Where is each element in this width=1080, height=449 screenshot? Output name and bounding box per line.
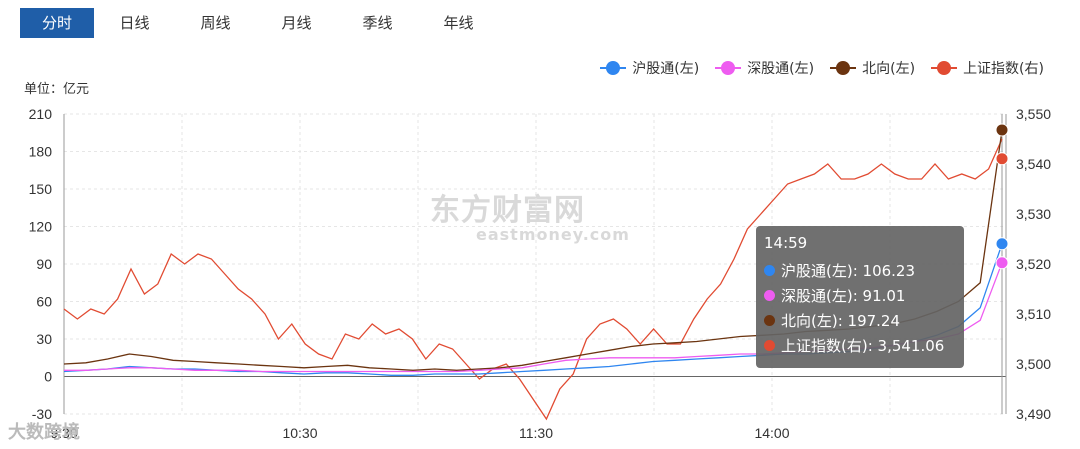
corner-watermark: 大数跨境	[8, 422, 80, 443]
watermark-en: eastmoney.com	[476, 225, 630, 244]
x-tick-label: 14:00	[754, 425, 789, 441]
y-right-tick-label: 3,520	[1016, 256, 1051, 272]
watermark: 东方财富网 eastmoney.com	[430, 185, 630, 244]
y-right-tick-label: 3,540	[1016, 156, 1051, 172]
unit-label: 单位：亿元	[24, 82, 90, 97]
tooltip-value: 深股通(左): 91.01	[781, 287, 906, 305]
x-tick-label: 9:30	[50, 425, 77, 441]
tooltip-value: 北向(左): 197.24	[781, 312, 901, 330]
legend-marker-icon	[715, 61, 742, 75]
legend-marker-icon	[830, 61, 857, 75]
legend-label: 深股通(左)	[747, 61, 815, 77]
tooltip: 14:59 沪股通(左): 106.23 深股通(左): 91.01 北向(左): …	[756, 226, 964, 368]
legend-item-1[interactable]: 深股通(左)	[715, 58, 814, 78]
tooltip-row: 上证指数(右): 3,541.06	[764, 333, 956, 358]
y-right-tick-label: 3,500	[1016, 356, 1051, 372]
tab-5[interactable]: 年线	[443, 14, 474, 32]
y-right-tick-label: 3,530	[1016, 206, 1051, 222]
y-left-tick-label: 180	[29, 144, 53, 160]
tooltip-value: 上证指数(右): 3,541.06	[781, 337, 945, 355]
tooltip-value: 沪股通(左): 106.23	[781, 262, 916, 280]
tab-0[interactable]: 分时	[20, 8, 94, 38]
legend-label: 北向(左)	[862, 61, 916, 77]
dot-icon	[764, 265, 775, 276]
tooltip-row: 沪股通(左): 106.23	[764, 258, 956, 283]
x-tick-label: 10:30	[282, 425, 317, 441]
tab-3[interactable]: 月线	[281, 14, 312, 32]
period-tabs: 分时 日线 周线 月线 季线 年线	[20, 8, 499, 38]
dot-icon	[764, 315, 775, 326]
legend-item-3[interactable]: 上证指数(右)	[931, 58, 1044, 78]
dot-icon	[764, 290, 775, 301]
tooltip-row: 北向(左): 197.24	[764, 308, 956, 333]
series-line-0	[63, 138, 1003, 421]
y-right-tick-label: 3,490	[1016, 406, 1051, 422]
y-left-tick-label: -30	[32, 406, 52, 422]
y-left-tick-label: 60	[36, 294, 52, 310]
legend-item-0[interactable]: 沪股通(左)	[600, 58, 699, 78]
series-end-marker	[995, 152, 1009, 166]
legend-label: 沪股通(左)	[632, 61, 700, 77]
x-tick-label: 11:30	[519, 425, 553, 441]
y-left-tick-label: 90	[36, 256, 52, 272]
legend-marker-icon	[600, 61, 627, 75]
tab-1[interactable]: 日线	[119, 14, 150, 32]
dot-icon	[764, 340, 775, 351]
tooltip-row: 深股通(左): 91.01	[764, 283, 956, 308]
y-left-tick-label: 210	[29, 106, 53, 122]
legend-marker-icon	[931, 61, 958, 75]
y-left-tick-label: 30	[36, 331, 52, 347]
series-end-marker	[995, 237, 1009, 251]
tooltip-time: 14:59	[764, 234, 808, 252]
y-left-tick-label: 150	[29, 181, 53, 197]
legend-label: 上证指数(右)	[963, 61, 1044, 77]
y-left-tick-label: 120	[29, 219, 53, 235]
watermark-cn: 东方财富网	[430, 193, 585, 228]
y-left-tick-label: 0	[44, 369, 52, 385]
series-end-marker	[995, 123, 1009, 137]
legend-item-2[interactable]: 北向(左)	[830, 58, 915, 78]
y-right-tick-label: 3,510	[1016, 306, 1051, 322]
tab-4[interactable]: 季线	[362, 14, 393, 32]
legend: 沪股通(左) 深股通(左) 北向(左) 上证指数(右)	[584, 58, 1044, 78]
series-end-marker	[995, 256, 1009, 270]
y-right-tick-label: 3,550	[1016, 106, 1051, 122]
tab-2[interactable]: 周线	[200, 14, 231, 32]
